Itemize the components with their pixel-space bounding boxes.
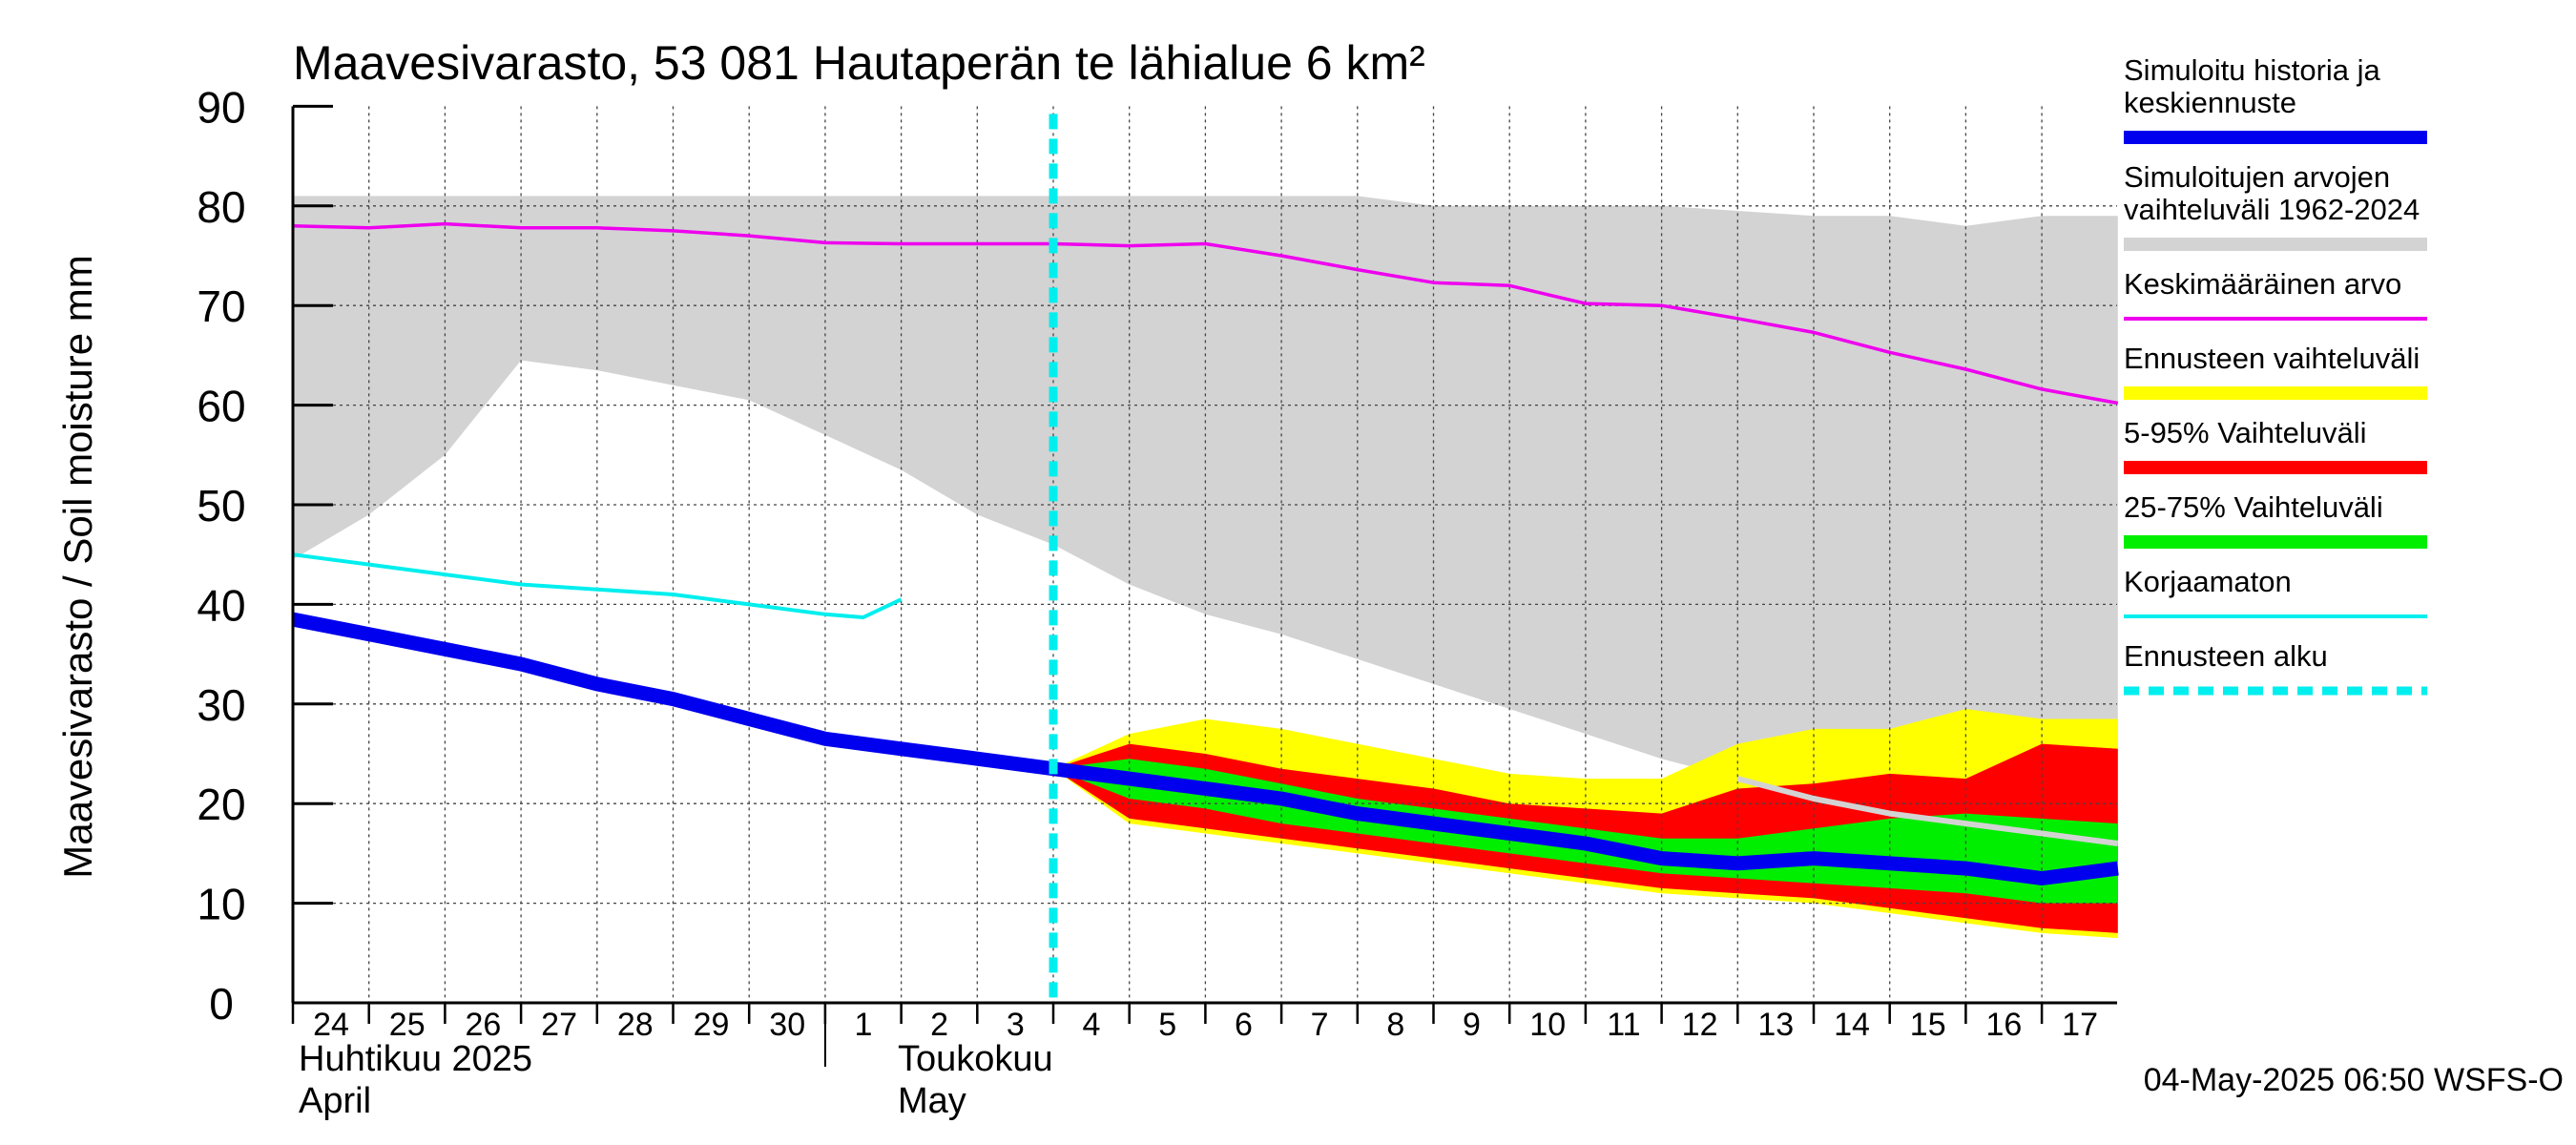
- x-tick-label: 10: [1529, 1007, 1566, 1043]
- legend-item: Ennusteen vaihteluväli: [2124, 342, 2427, 400]
- month-label-en: April: [299, 1081, 371, 1121]
- y-tick-label: 90: [197, 82, 245, 132]
- legend-item-label: 5-95% Vaihteluväli: [2124, 416, 2366, 449]
- y-tick-label: 40: [197, 580, 245, 630]
- legend-item-label: Korjaamaton: [2124, 565, 2292, 598]
- x-tick-label: 26: [465, 1007, 501, 1043]
- legend-item-label: Keskimääräinen arvo: [2124, 267, 2401, 301]
- x-tick-label: 3: [1007, 1007, 1025, 1043]
- x-tick-label: 12: [1682, 1007, 1718, 1043]
- month-label-en: May: [898, 1081, 966, 1121]
- month-label-fi: Huhtikuu 2025: [299, 1039, 532, 1079]
- x-tick-label: 16: [1985, 1007, 2022, 1043]
- x-tick-label: 28: [617, 1007, 654, 1043]
- x-tick-label: 11: [1607, 1007, 1640, 1043]
- x-tick-label: 25: [389, 1007, 426, 1043]
- x-tick-label: 5: [1158, 1007, 1176, 1043]
- x-tick-label: 8: [1386, 1007, 1404, 1043]
- y-tick-label: 60: [197, 382, 245, 431]
- legend-item-label: Simuloitu historia ja: [2124, 53, 2381, 87]
- y-tick-label: 50: [197, 481, 245, 531]
- legend-item: Korjaamaton: [2124, 565, 2427, 618]
- legend-item: Ennusteen alku: [2124, 639, 2427, 696]
- x-tick-label: 14: [1834, 1007, 1870, 1043]
- x-tick-label: 7: [1311, 1007, 1329, 1043]
- y-tick-label: 70: [197, 281, 245, 331]
- x-tick-label: 30: [769, 1007, 805, 1043]
- legend-item: 25-75% Vaihteluväli: [2124, 490, 2427, 549]
- y-tick-label: 30: [197, 680, 245, 730]
- x-tick-label: 27: [541, 1007, 577, 1043]
- legend-item-label: Ennusteen vaihteluväli: [2124, 342, 2420, 375]
- month-label-fi: Toukokuu: [898, 1039, 1053, 1079]
- history-continuation-line: [1736, 776, 2119, 846]
- timestamp: 04-May-2025 06:50 WSFS-O: [2144, 1062, 2564, 1098]
- legend-item: Keskimääräinen arvo: [2124, 267, 2427, 321]
- x-tick-label: 4: [1083, 1007, 1101, 1043]
- mean-line: [292, 221, 2119, 406]
- legend-item-label: Simuloitujen arvojen: [2124, 160, 2390, 194]
- x-tick-label: 24: [313, 1007, 349, 1043]
- legend-item-label: Ennusteen alku: [2124, 639, 2328, 673]
- simulated-line: [291, 612, 2119, 885]
- y-axis-label: Maavesivarasto / Soil moisture mm: [55, 255, 100, 879]
- legend: Simuloitu historia jakeskiennusteSimuloi…: [2124, 53, 2427, 696]
- x-tick-label: 29: [694, 1007, 730, 1043]
- x-tick-label: 1: [854, 1007, 872, 1043]
- uncorrected-line: [292, 552, 903, 619]
- x-tick-label: 9: [1463, 1007, 1481, 1043]
- y-tick-label: 0: [209, 979, 234, 1029]
- legend-item-label: 25-75% Vaihteluväli: [2124, 490, 2383, 524]
- x-tick-label: 13: [1757, 1007, 1794, 1043]
- y-tick-label: 80: [197, 182, 245, 232]
- legend-item: 5-95% Vaihteluväli: [2124, 416, 2427, 474]
- x-tick-label: 17: [2062, 1007, 2098, 1043]
- chart-title: Maavesivarasto, 53 081 Hautaperän te läh…: [293, 36, 1425, 90]
- legend-item-label: keskiennuste: [2124, 86, 2296, 119]
- legend-item-label: vaihteluväli 1962-2024: [2124, 193, 2420, 226]
- x-tick-label: 6: [1235, 1007, 1253, 1043]
- x-tick-label: 2: [930, 1007, 948, 1043]
- x-tick-label: 15: [1910, 1007, 1946, 1043]
- y-tick-label: 20: [197, 780, 245, 829]
- y-tick-label: 10: [197, 880, 245, 929]
